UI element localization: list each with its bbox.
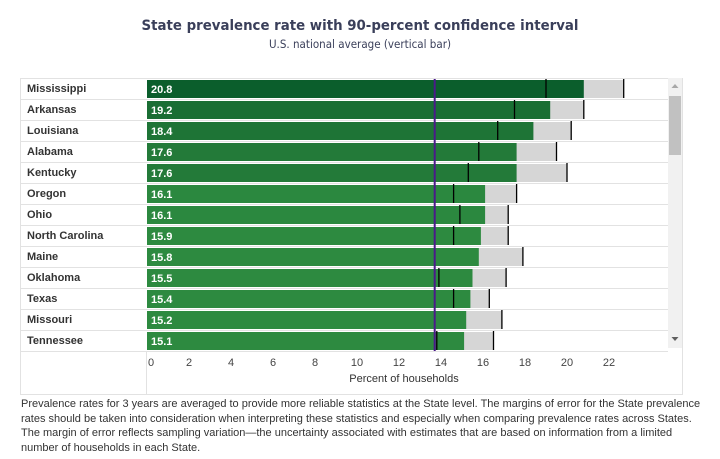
x-tick-label: 6 — [270, 357, 276, 369]
bar-row[interactable]: Texas 15.4 — [21, 289, 668, 310]
bar-row[interactable]: Tennessee 15.1 — [21, 331, 668, 352]
scroll-down-icon[interactable] — [671, 337, 679, 341]
bar[interactable] — [147, 185, 486, 203]
x-tick-label: 18 — [519, 357, 531, 369]
bar-row[interactable]: Louisiana 18.4 — [21, 121, 668, 142]
state-label: Louisiana — [27, 125, 79, 137]
scroll-up-icon[interactable] — [671, 84, 679, 88]
x-tick-label: 4 — [228, 357, 234, 369]
bar-row[interactable]: Oklahoma 15.5 — [21, 268, 668, 289]
data-label: 17.6 — [151, 147, 172, 159]
state-label: Ohio — [27, 209, 52, 221]
state-label: Mississippi — [27, 83, 86, 95]
scrollbar-thumb[interactable] — [669, 96, 681, 155]
x-tick-label: 8 — [312, 357, 318, 369]
bar[interactable] — [147, 227, 481, 245]
data-label: 15.1 — [151, 336, 172, 348]
data-label: 15.2 — [151, 315, 172, 327]
bar-row[interactable]: Arkansas 19.2 — [21, 100, 668, 121]
bar[interactable] — [147, 122, 534, 140]
state-label: Arkansas — [27, 104, 77, 116]
data-label: 15.4 — [151, 294, 173, 306]
bar[interactable] — [147, 206, 486, 224]
state-label: Missouri — [27, 314, 72, 326]
state-label: Oregon — [27, 188, 66, 200]
x-tick-label: 20 — [561, 357, 573, 369]
state-label: North Carolina — [27, 230, 104, 242]
bar-row[interactable]: Alabama 17.6 — [21, 142, 668, 163]
x-tick-label: 10 — [351, 357, 363, 369]
data-label: 16.1 — [151, 210, 172, 222]
bar[interactable] — [147, 101, 551, 119]
state-label: Kentucky — [27, 167, 77, 179]
data-label: 15.9 — [151, 231, 172, 243]
chart-title: State prevalence rate with 90-percent co… — [141, 18, 579, 34]
chart-area: Mississippi 20.8 Arkansas 19.2 Louisiana 18.4… — [20, 78, 683, 395]
x-tick-label: 0 — [148, 357, 154, 369]
x-axis-label: Percent of households — [349, 373, 459, 385]
bar[interactable] — [147, 290, 471, 308]
bar[interactable] — [147, 143, 517, 161]
x-tick-label: 14 — [435, 357, 447, 369]
x-tick-label: 22 — [603, 357, 615, 369]
x-tick-label: 12 — [393, 357, 405, 369]
state-label: Maine — [27, 251, 58, 263]
state-label: Texas — [27, 293, 57, 305]
data-label: 16.1 — [151, 189, 172, 201]
bar-row[interactable]: North Carolina 15.9 — [21, 226, 668, 247]
bar-row[interactable]: Oregon 16.1 — [21, 184, 668, 205]
x-tick-label: 16 — [477, 357, 489, 369]
state-label: Tennessee — [27, 335, 83, 347]
data-label: 19.2 — [151, 105, 172, 117]
bar-row[interactable]: Maine 15.8 — [21, 247, 668, 268]
bar-row[interactable]: Mississippi 20.8 — [21, 79, 668, 100]
footnote: Prevalence rates for 3 years are average… — [21, 398, 701, 454]
state-label: Alabama — [27, 146, 74, 158]
bar[interactable] — [147, 164, 517, 182]
data-label: 17.6 — [151, 168, 172, 180]
bar-row[interactable]: Missouri 15.2 — [21, 310, 668, 331]
bar[interactable] — [147, 269, 473, 287]
data-label: 18.4 — [151, 126, 173, 138]
chart-subtitle: U.S. national average (vertical bar) — [268, 37, 452, 51]
bar[interactable] — [147, 80, 584, 98]
state-label: Oklahoma — [27, 272, 81, 284]
bar[interactable] — [147, 311, 467, 329]
bar[interactable] — [147, 332, 465, 350]
data-label: 15.8 — [151, 252, 172, 264]
data-label: 15.5 — [151, 273, 172, 285]
bar-row[interactable]: Ohio 16.1 — [21, 205, 668, 226]
bar[interactable] — [147, 248, 479, 266]
x-tick-label: 2 — [186, 357, 192, 369]
scrollbar[interactable] — [668, 78, 682, 348]
chart-frame — [20, 78, 683, 395]
data-label: 20.8 — [151, 84, 172, 96]
bar-row[interactable]: Kentucky 17.6 — [21, 163, 668, 184]
